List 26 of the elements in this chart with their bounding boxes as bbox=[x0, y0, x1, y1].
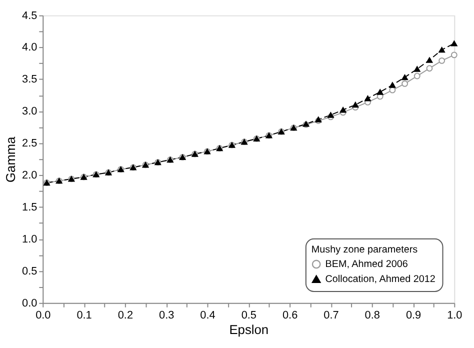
x-tick-label: 0.8 bbox=[364, 309, 380, 322]
legend-title: Mushy zone parameters bbox=[311, 244, 418, 256]
y-tick-label: 1.0 bbox=[22, 233, 38, 246]
y-tick-label: 0.0 bbox=[22, 297, 38, 310]
legend-label: Collocation, Ahmed 2012 bbox=[325, 274, 436, 286]
y-tick-label: 2.0 bbox=[22, 170, 38, 182]
x-tick-label: 0.3 bbox=[159, 309, 174, 322]
x-tick-label: 0.4 bbox=[200, 309, 216, 322]
y-axis-title: Gamma bbox=[3, 136, 18, 182]
y-tick-label: 2.5 bbox=[22, 138, 38, 150]
y-tick-label: 3.0 bbox=[22, 106, 38, 118]
x-tick-label: 1.0 bbox=[447, 309, 462, 322]
y-tick-label: 3.5 bbox=[22, 74, 38, 86]
y-tick-label: 4.0 bbox=[22, 42, 38, 54]
x-tick-label: 0.6 bbox=[282, 309, 298, 322]
x-tick-label: 0.0 bbox=[36, 309, 51, 322]
legend-label: BEM, Ahmed 2006 bbox=[325, 259, 408, 270]
x-axis-title: Epslon bbox=[229, 322, 269, 338]
y-tick-label: 0.5 bbox=[22, 265, 38, 278]
x-tick-label: 0.2 bbox=[118, 309, 134, 322]
y-tick-label: 4.5 bbox=[22, 10, 38, 22]
x-tick-label: 0.9 bbox=[406, 309, 422, 322]
x-tick-label: 0.1 bbox=[76, 309, 92, 322]
x-tick-label: 0.5 bbox=[241, 309, 256, 322]
y-tick-label: 1.5 bbox=[22, 202, 38, 214]
x-tick-label: 0.7 bbox=[324, 309, 339, 322]
